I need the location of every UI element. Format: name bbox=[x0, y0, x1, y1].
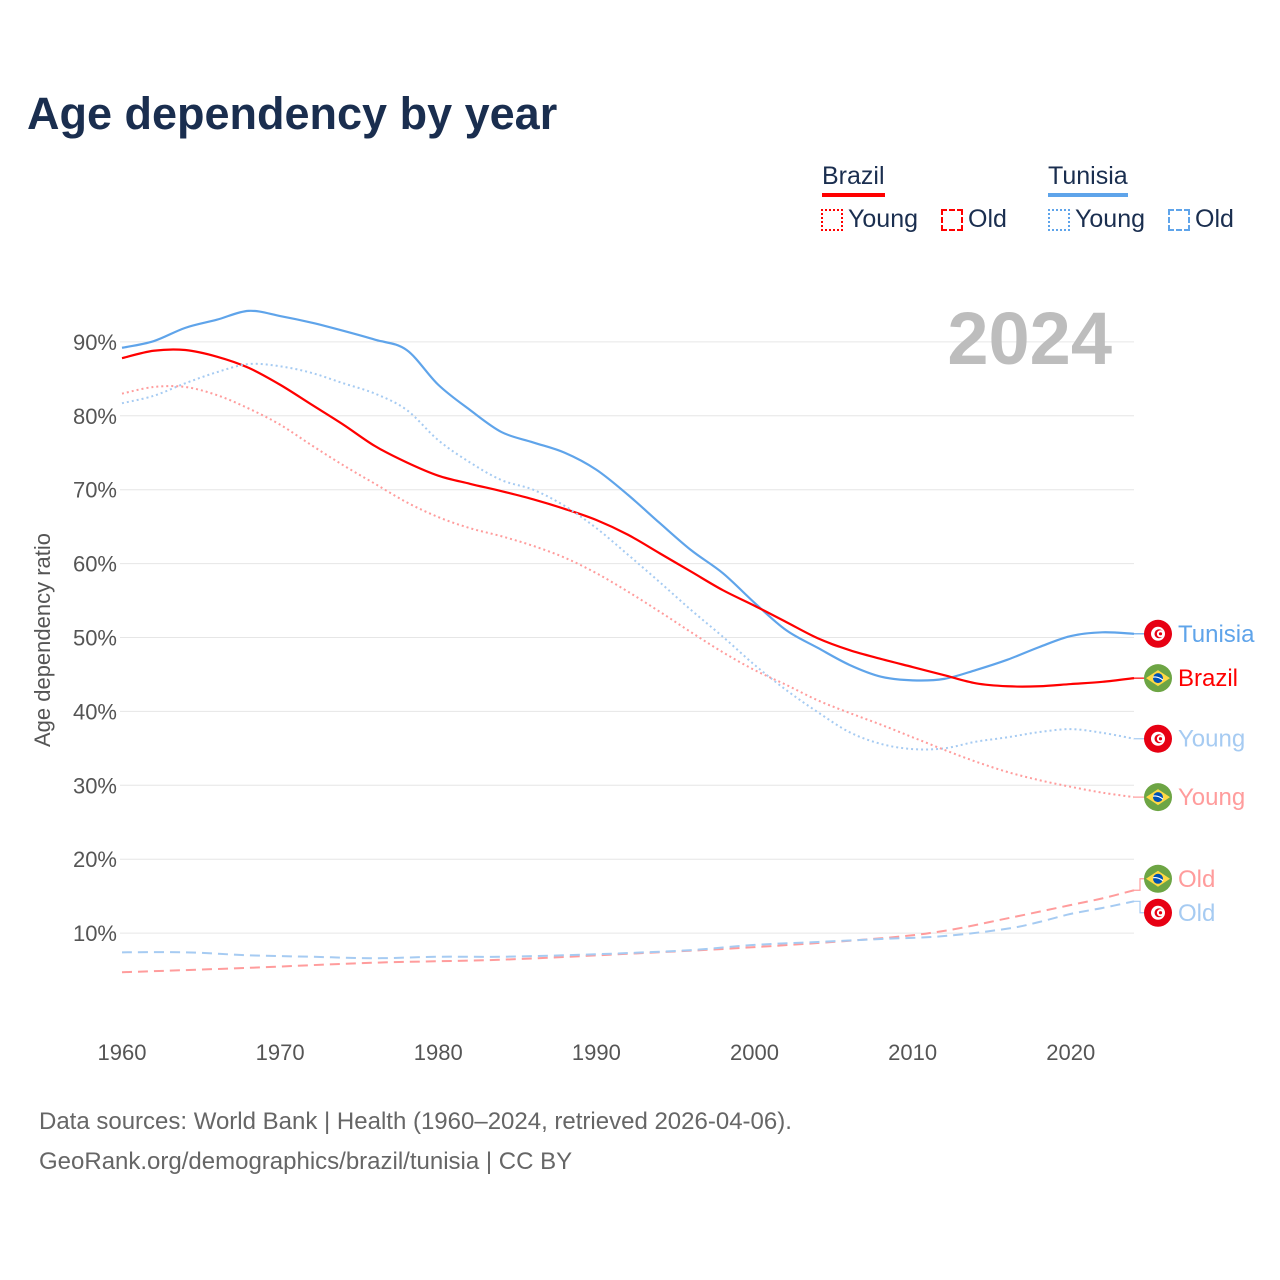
footer-link[interactable]: GeoRank.org/demographics/brazil/tunisia … bbox=[39, 1148, 573, 1175]
x-tick-label: 2000 bbox=[730, 1040, 779, 1065]
y-tick-label: 80% bbox=[73, 404, 117, 429]
flag-globe bbox=[1153, 673, 1163, 684]
end-label-tunisia: Tunisia bbox=[1134, 619, 1255, 648]
legend-label: Old bbox=[968, 205, 1007, 233]
tunisia-flag-icon bbox=[1144, 898, 1172, 927]
end-label-text: Young bbox=[1178, 784, 1245, 811]
end-label-brazil-old: Old bbox=[1134, 864, 1215, 893]
leader-line bbox=[1134, 900, 1146, 914]
end-label-tunisia-young: Young bbox=[1134, 724, 1245, 753]
page-title: Age dependency by year bbox=[27, 88, 558, 139]
x-tick-label: 1990 bbox=[572, 1040, 621, 1065]
leader-line bbox=[1134, 878, 1146, 891]
x-tick-label: 2020 bbox=[1046, 1040, 1095, 1065]
flag-band bbox=[1152, 676, 1164, 681]
series-line-brazil-old bbox=[121, 889, 1135, 974]
legend-label: Young bbox=[848, 205, 918, 233]
tunisia-flag-icon bbox=[1144, 724, 1172, 753]
tunisia-flag-icon bbox=[1144, 619, 1172, 648]
legend-country-tunisia: Tunisia bbox=[1048, 162, 1128, 199]
y-tick-label: 30% bbox=[73, 773, 117, 798]
flag-star bbox=[1158, 632, 1163, 636]
x-tick-label: 1970 bbox=[256, 1040, 305, 1065]
y-axis-label: Age dependency ratio bbox=[30, 533, 55, 747]
end-label-tunisia-old: Old bbox=[1134, 898, 1215, 927]
brazil-flag-icon bbox=[1144, 783, 1172, 812]
legend-item-tunisia-young: Young bbox=[1048, 205, 1145, 234]
series-line-brazil bbox=[121, 348, 1135, 688]
flag-band bbox=[1152, 876, 1164, 882]
y-tick-label: 90% bbox=[73, 330, 117, 355]
legend-color-bar bbox=[1048, 193, 1128, 197]
footer-sources: Data sources: World Bank | Health (1960–… bbox=[39, 1108, 792, 1135]
flag-band bbox=[1152, 795, 1164, 800]
series-line-tunisia-old bbox=[121, 900, 1135, 960]
series-line-brazil-young bbox=[121, 385, 1135, 799]
x-tick-label: 2010 bbox=[888, 1040, 937, 1065]
y-tick-label: 50% bbox=[73, 626, 117, 651]
legend-label: Brazil bbox=[822, 162, 885, 190]
flag-globe bbox=[1153, 873, 1163, 884]
flag-star bbox=[1158, 737, 1163, 741]
legend-label: Young bbox=[1075, 205, 1145, 233]
legend-item-brazil-young: Young bbox=[821, 205, 918, 234]
y-tick-label: 10% bbox=[73, 921, 117, 946]
legend-label: Tunisia bbox=[1048, 162, 1128, 190]
y-tick-label: 60% bbox=[73, 552, 117, 577]
legend-item-tunisia-old: Old bbox=[1168, 205, 1234, 234]
flag-globe bbox=[1153, 792, 1163, 803]
end-label-text: Brazil bbox=[1178, 665, 1238, 692]
x-tick-label: 1960 bbox=[98, 1040, 147, 1065]
y-tick-label: 70% bbox=[73, 478, 117, 503]
brazil-flag-icon bbox=[1144, 864, 1172, 893]
flag-star bbox=[1158, 911, 1163, 915]
y-tick-label: 20% bbox=[73, 847, 117, 872]
y-tick-label: 40% bbox=[73, 699, 117, 724]
end-label-text: Old bbox=[1178, 900, 1215, 927]
end-label-text: Old bbox=[1178, 866, 1215, 893]
dotted-swatch-icon bbox=[821, 208, 843, 231]
end-label-text: Tunisia bbox=[1178, 621, 1255, 648]
dashed-swatch-icon bbox=[941, 208, 963, 231]
end-label-text: Young bbox=[1178, 726, 1245, 753]
end-label-brazil-young: Young bbox=[1134, 783, 1245, 812]
legend-color-bar bbox=[822, 193, 885, 197]
dashed-swatch-icon bbox=[1168, 208, 1190, 231]
year-watermark: 2024 bbox=[947, 297, 1112, 380]
series-line-tunisia bbox=[121, 309, 1135, 682]
brazil-flag-icon bbox=[1144, 664, 1172, 693]
x-tick-label: 1980 bbox=[414, 1040, 463, 1065]
series-line-tunisia-young bbox=[121, 362, 1135, 751]
dotted-swatch-icon bbox=[1048, 208, 1070, 231]
end-label-brazil: Brazil bbox=[1134, 664, 1238, 693]
legend-item-brazil-old: Old bbox=[941, 205, 1007, 234]
legend-label: Old bbox=[1195, 205, 1234, 233]
legend-country-brazil: Brazil bbox=[822, 162, 885, 199]
